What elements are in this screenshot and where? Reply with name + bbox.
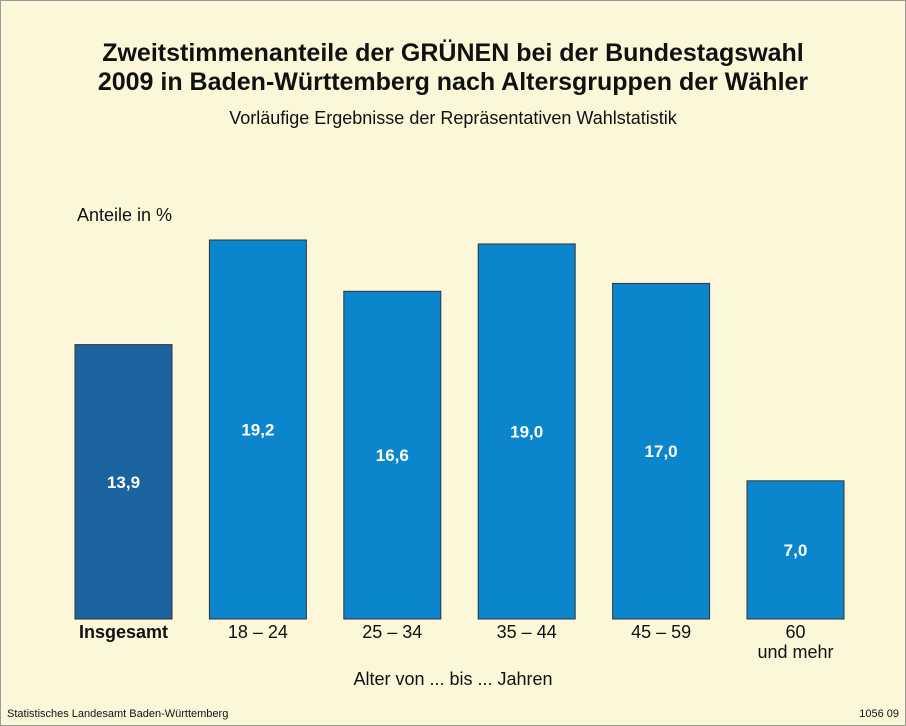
- value-label: 19,0: [510, 422, 543, 441]
- value-label: 16,6: [376, 446, 409, 465]
- value-label: 13,9: [107, 473, 140, 492]
- x-tick-label: 45 – 59: [631, 622, 692, 642]
- bar: [74, 344, 173, 620]
- x-tick-label: 60 und mehr: [757, 622, 834, 662]
- bar: [746, 480, 845, 620]
- subtitle: Vorläufige Ergebnisse der Repräsentative…: [229, 108, 677, 128]
- bar: [477, 243, 576, 620]
- y-axis-label: Anteile in %: [77, 205, 173, 225]
- value-label: 7,0: [784, 541, 808, 560]
- x-tick-label: 35 – 44: [496, 622, 557, 642]
- source: Statistisches Landesamt Baden-Württember…: [7, 708, 229, 720]
- bar: [208, 239, 307, 620]
- chart-title: Zweitstimmenanteile der GRÜNEN bei der B…: [97, 39, 809, 96]
- bar: [612, 282, 711, 620]
- bar: [343, 290, 442, 620]
- x-axis-label: Alter von ... bis ... Jahren: [353, 669, 553, 689]
- value-label: 17,0: [645, 442, 678, 461]
- x-tick-label: 25 – 34: [362, 622, 423, 642]
- x-tick-label: 18 – 24: [227, 622, 288, 642]
- code: 1056 09: [859, 708, 899, 720]
- x-tick-label: Insgesamt: [78, 622, 169, 642]
- value-label: 19,2: [241, 420, 274, 439]
